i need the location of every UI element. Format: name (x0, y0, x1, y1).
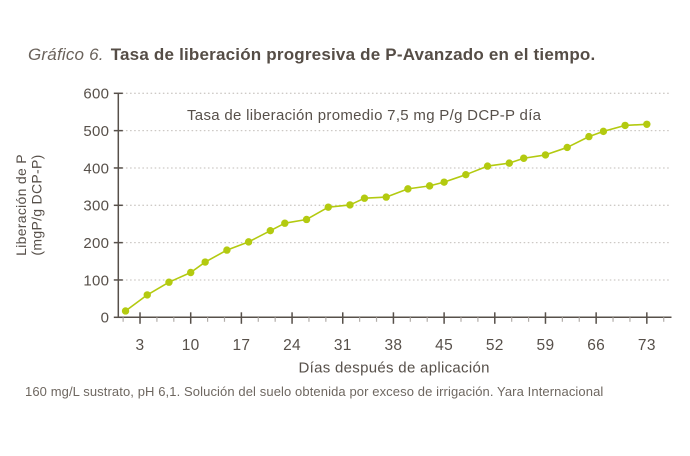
x-tick-label: 73 (638, 337, 656, 354)
data-point (281, 219, 289, 227)
x-tick-label: 10 (182, 337, 200, 354)
data-point (223, 246, 231, 254)
chart-title-prefix: Gráfico 6. (28, 45, 104, 64)
data-point (143, 291, 151, 299)
data-point (324, 203, 332, 211)
data-point (541, 151, 550, 159)
y-tick-label: 200 (83, 235, 109, 252)
series (121, 120, 651, 315)
y-axis-title: Liberación de P(mgP/g DCP-P) (13, 154, 45, 256)
data-point (462, 170, 470, 179)
data-point (585, 132, 593, 141)
data-point (599, 127, 608, 136)
chart-annotation: Tasa de liberación promedio 7,5 mg P/g D… (187, 107, 542, 124)
x-axis-title: Días después de aplicación (299, 360, 490, 377)
x-tick-label: 17 (232, 337, 250, 354)
x-tick-label: 52 (486, 337, 504, 354)
y-tick-label: 400 (83, 160, 109, 177)
data-point (187, 268, 195, 277)
y-tick-label: 300 (83, 198, 109, 215)
x-tick-label: 24 (283, 337, 301, 354)
data-point (404, 185, 412, 193)
data-point (382, 193, 390, 201)
data-point (165, 278, 173, 286)
chart-title: Gráfico 6. Tasa de liberación progresiva … (28, 45, 595, 65)
x-tick-label: 66 (587, 337, 605, 354)
x-tick-label: 59 (537, 337, 555, 354)
data-point (621, 121, 629, 130)
x-tick-label: 3 (136, 337, 145, 354)
data-point (440, 178, 448, 186)
data-point (121, 307, 130, 315)
data-point (346, 201, 354, 209)
y-tick-label: 0 (101, 310, 110, 327)
data-point (483, 162, 492, 170)
data-point (505, 159, 513, 167)
chart: 0 100 200 300 400 500 600 3 10 17 24 31 38 45 52 59 66 73… (13, 86, 672, 377)
data-point (643, 120, 651, 128)
data-point (201, 258, 209, 266)
data-point (425, 182, 434, 190)
series-line (125, 123, 647, 312)
data-point (360, 194, 369, 202)
data-point (244, 238, 253, 246)
y-tick-label: 500 (83, 123, 109, 140)
x-tick-label: 38 (385, 337, 403, 354)
x-tick-label: 45 (435, 337, 453, 354)
data-point (266, 226, 275, 235)
footer-note: 160 mg/L sustrato, pH 6,1. Solución del … (25, 384, 604, 399)
chart-title-text: Tasa de liberación progresiva de P-Avanz… (110, 45, 596, 64)
y-tick-label: 100 (83, 272, 109, 289)
data-point (302, 215, 311, 224)
axes (113, 92, 672, 324)
gridlines (117, 92, 671, 281)
data-point (563, 143, 571, 152)
x-tick-label: 31 (334, 337, 352, 354)
y-tick-label: 600 (83, 86, 109, 103)
data-point (520, 154, 528, 162)
